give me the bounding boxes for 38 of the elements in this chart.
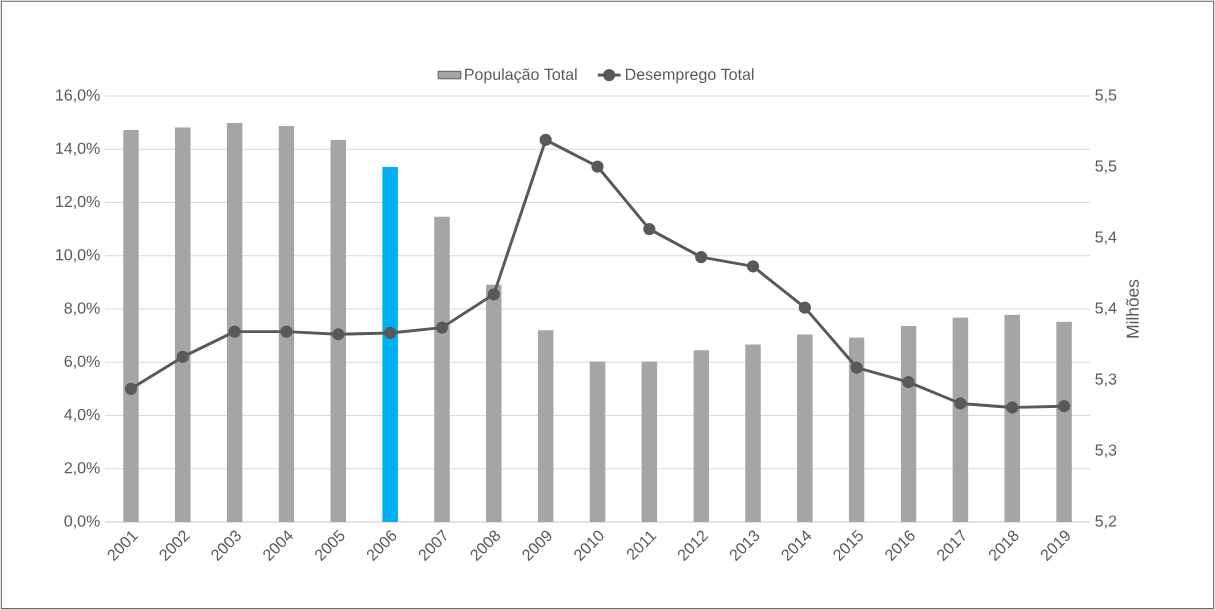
point: [384, 326, 397, 340]
y-tick-label: 2,0%: [64, 462, 100, 476]
legend-label: População Total: [465, 68, 577, 84]
y2-axis-title: Milhões: [1126, 279, 1139, 338]
y-tick-label: 8,0%: [64, 302, 100, 316]
y-tick-label: 16,0%: [56, 89, 100, 103]
point: [435, 321, 449, 334]
y2-tick-label: 5,2: [1095, 515, 1117, 529]
y2-tick-label: 5,3: [1095, 444, 1117, 458]
point: [228, 325, 241, 338]
y2-tick-label: 5,3: [1095, 373, 1117, 387]
y-tick-label: 4,0%: [64, 408, 100, 423]
y-tick-label: 0,0%: [64, 515, 100, 529]
point: [643, 222, 656, 236]
y-tick-label: 6,0%: [64, 355, 100, 369]
point: [1057, 400, 1071, 413]
point: [176, 350, 189, 364]
y2-tick-label: 5,5: [1095, 160, 1117, 174]
point: [591, 160, 604, 173]
point: [850, 361, 863, 374]
legend-label: Desemprego Total: [625, 68, 754, 84]
point: [695, 250, 708, 264]
point: [746, 260, 760, 273]
y2-tick-label: 5,5: [1095, 89, 1117, 103]
y2-tick-label: 5,4: [1095, 231, 1117, 245]
point: [798, 301, 812, 314]
y-tick-label: 12,0%: [56, 195, 100, 210]
point: [902, 376, 915, 389]
point: [124, 382, 138, 395]
y2-tick-label: 5,4: [1095, 302, 1117, 316]
point: [280, 325, 293, 338]
point: [1006, 401, 1019, 414]
point: [539, 133, 552, 147]
point: [954, 397, 967, 410]
y-tick-label: 10,0%: [56, 249, 100, 263]
point: [332, 328, 345, 341]
point: [487, 288, 500, 301]
y-tick-label: 14,0%: [56, 142, 100, 156]
